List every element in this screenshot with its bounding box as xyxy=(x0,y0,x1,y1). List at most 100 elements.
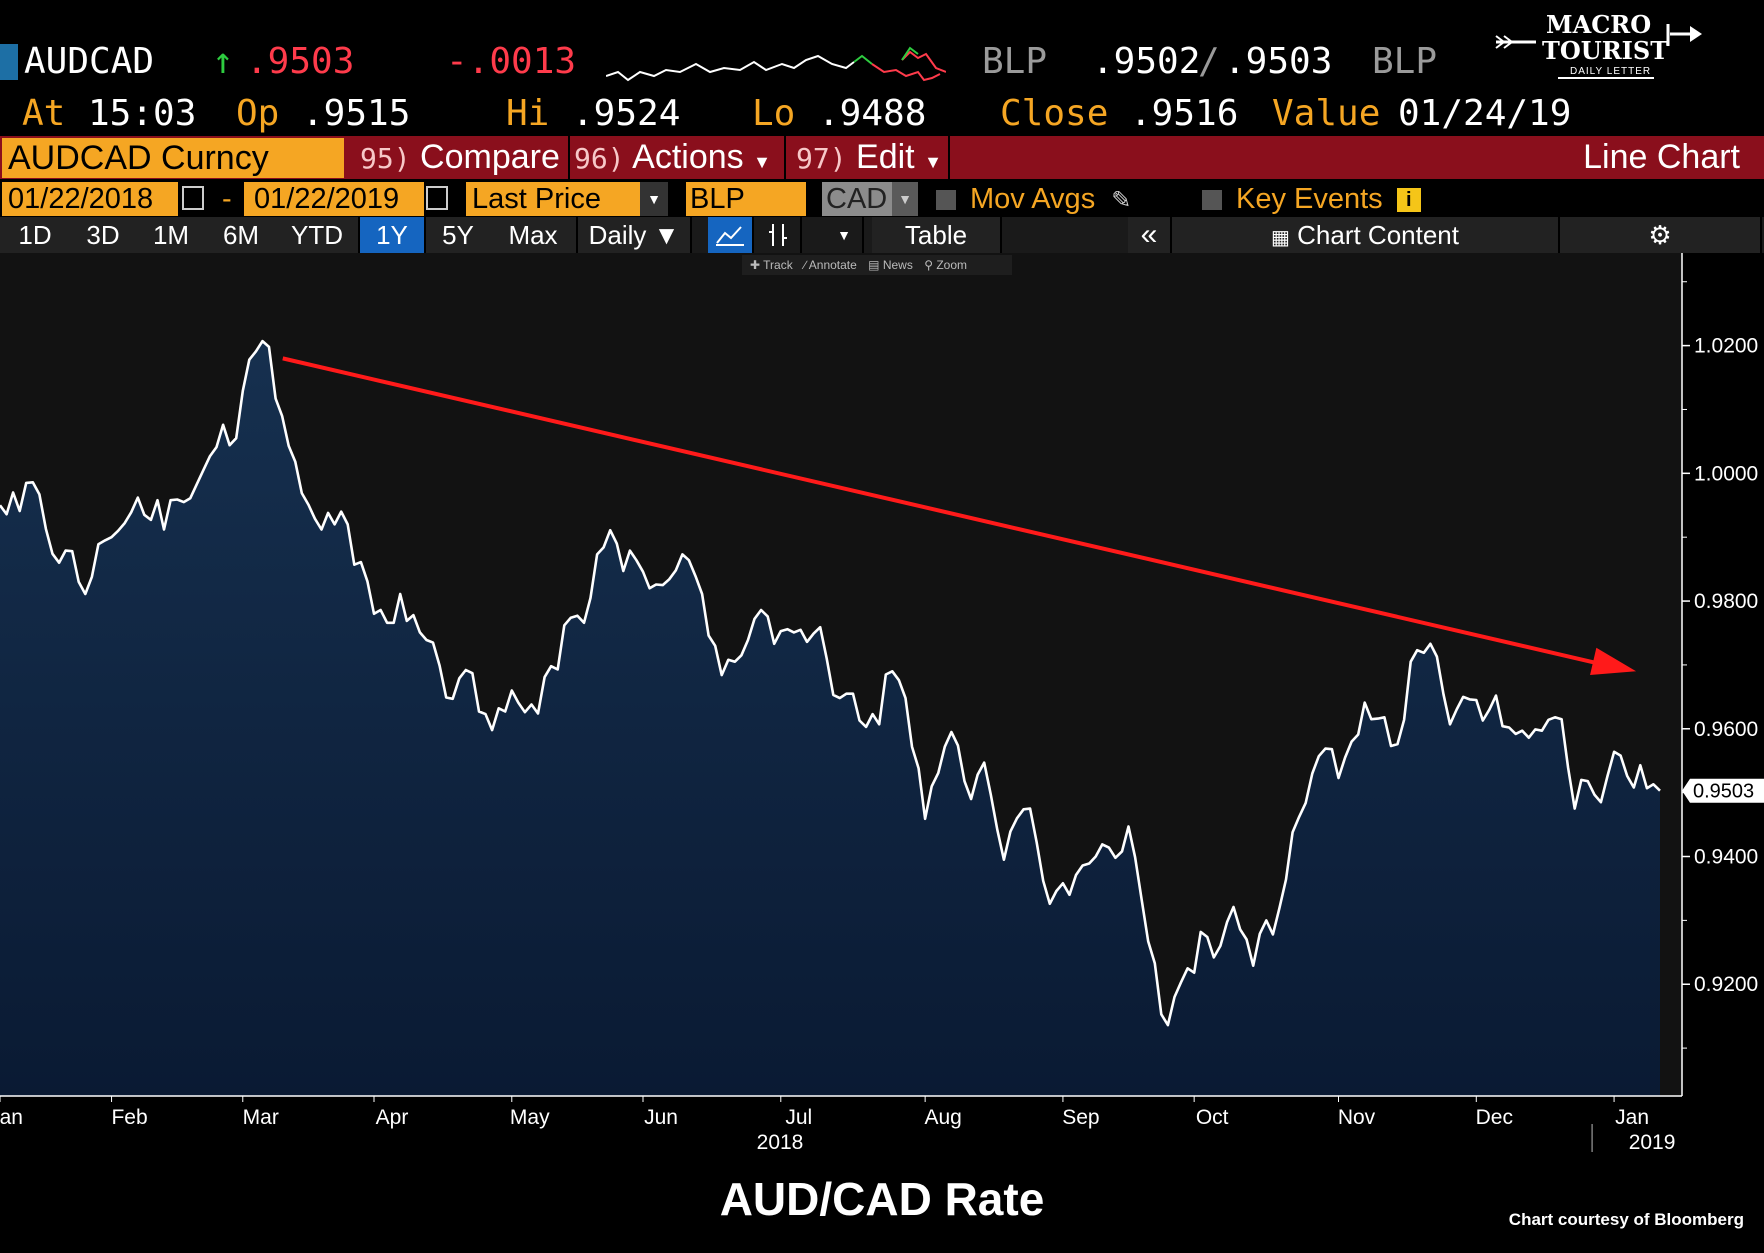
key-events-toggle[interactable]: Key Events i xyxy=(1202,182,1421,216)
chart-style-dropdown-icon[interactable]: ▼ xyxy=(826,217,864,253)
x-month-label: Jun xyxy=(644,1106,678,1129)
pencil-icon[interactable]: ✎ xyxy=(1111,187,1132,214)
actions-label: Actions xyxy=(632,138,744,176)
security-field[interactable]: AUDCAD Curncy xyxy=(2,138,344,178)
news-tool[interactable]: ▤ News xyxy=(868,258,913,272)
x-month-label: Nov xyxy=(1338,1106,1376,1129)
field-selector-text: Last Price xyxy=(472,183,601,215)
mov-avgs-label: Mov Avgs xyxy=(970,183,1096,215)
end-calendar-icon[interactable] xyxy=(426,186,448,210)
frequency-dropdown[interactable]: Daily ▼ xyxy=(578,217,692,253)
logo-line3: DAILY LETTER xyxy=(1570,66,1652,77)
table-button[interactable]: Table xyxy=(872,217,1002,253)
zoom-tool[interactable]: ⚲ Zoom xyxy=(924,258,967,272)
compare-label: Compare xyxy=(420,138,560,176)
currency-field[interactable]: CAD xyxy=(822,182,892,216)
edit-number: 97) xyxy=(796,142,847,175)
chart-caption-title: AUD/CAD Rate xyxy=(719,1173,1045,1225)
track-tool[interactable]: ✚ Track xyxy=(750,258,793,272)
field-dropdown-icon[interactable]: ▼ xyxy=(640,182,668,216)
currency-dropdown-icon[interactable]: ▼ xyxy=(892,182,918,216)
x-month-label: Sep xyxy=(1062,1106,1099,1129)
news-label: News xyxy=(882,258,913,272)
period-1d[interactable]: 1D xyxy=(0,217,72,253)
bid-source: BLP xyxy=(982,41,1048,82)
end-date-text: 01/22/2019 xyxy=(254,183,400,215)
x-month-label: Oct xyxy=(1196,1106,1229,1129)
actions-dropdown-icon: ▼ xyxy=(753,152,771,172)
bar-chart-icon[interactable] xyxy=(756,217,802,253)
lo-label: Lo xyxy=(752,93,796,134)
logo-line2: TOURIST xyxy=(1542,36,1669,65)
ask-source: BLP xyxy=(1372,41,1438,82)
x-year-label: 2019 xyxy=(1629,1131,1676,1154)
start-date-field[interactable]: 01/22/2018 xyxy=(2,182,178,216)
last-value-badge xyxy=(1682,778,1764,803)
mini-toolbar: ✚ Track ∕ Annotate ▤ News ⚲ Zoom xyxy=(742,255,1012,275)
security-field-text: AUDCAD Curncy xyxy=(8,139,269,177)
y-tick-label: 0.9600 xyxy=(1694,718,1758,741)
period-1y[interactable]: 1Y xyxy=(360,217,426,253)
y-tick-label: 1.0000 xyxy=(1694,462,1758,485)
compare-menu[interactable]: 95) Compare xyxy=(350,136,570,179)
period-6m[interactable]: 6M xyxy=(206,217,278,253)
date-range-dash: - xyxy=(222,183,232,215)
x-year-label: 2018 xyxy=(757,1131,804,1154)
currency-field-text: CAD xyxy=(826,183,888,215)
series-line xyxy=(0,339,1661,1027)
field-selector[interactable]: Last Price xyxy=(466,182,640,216)
chart-content-button[interactable]: ▦ Chart Content xyxy=(1172,217,1560,253)
annotate-tool[interactable]: ∕ Annotate xyxy=(804,258,857,272)
chart-content-icon: ▦ xyxy=(1270,227,1290,249)
bid-ask-separator: / xyxy=(1198,41,1220,82)
track-label: Track xyxy=(763,258,793,272)
collapse-icon[interactable]: « xyxy=(1128,217,1172,253)
y-tick-label: 0.9800 xyxy=(1694,590,1758,613)
period-max[interactable]: Max xyxy=(490,217,578,253)
at-time: 15:03 xyxy=(88,93,197,134)
x-month-label: Apr xyxy=(376,1106,409,1129)
actions-menu[interactable]: 96) Actions ▼ xyxy=(562,136,786,179)
start-date-text: 01/22/2018 xyxy=(8,183,154,215)
settings-gear-icon[interactable]: ⚙ xyxy=(1560,217,1762,253)
x-month-label: Mar xyxy=(243,1106,279,1129)
bid-price: .9502 xyxy=(1092,41,1201,82)
key-events-checkbox[interactable] xyxy=(1202,190,1222,211)
edit-dropdown-icon: ▼ xyxy=(924,152,942,172)
edit-label: Edit xyxy=(856,138,915,176)
ticker-marker xyxy=(0,44,18,80)
last-value-label: 0.9503 xyxy=(1693,781,1754,803)
mov-avgs-toggle[interactable]: Mov Avgs ✎ xyxy=(936,182,1131,216)
chart-content-label: Chart Content xyxy=(1297,220,1459,250)
sparkline xyxy=(606,46,946,82)
annotate-label: Annotate xyxy=(808,258,857,272)
mov-avgs-checkbox[interactable] xyxy=(936,190,956,211)
ticker-symbol: AUDCAD xyxy=(24,41,155,82)
line-chart-icon[interactable] xyxy=(708,217,754,253)
period-ytd[interactable]: YTD xyxy=(276,217,360,253)
hi-value: .9524 xyxy=(572,93,681,134)
start-calendar-icon[interactable] xyxy=(182,186,204,210)
source-field[interactable]: BLP xyxy=(686,182,806,216)
macro-tourist-logo: MACRO TOURIST DAILY LETTER xyxy=(1494,10,1704,86)
series-area xyxy=(0,341,1660,1097)
period-5y[interactable]: 5Y xyxy=(426,217,492,253)
value-date: 01/24/19 xyxy=(1398,93,1572,134)
end-date-field[interactable]: 01/22/2019 xyxy=(244,182,424,216)
x-month-label: Dec xyxy=(1476,1106,1513,1129)
key-events-label: Key Events xyxy=(1236,183,1383,215)
x-month-label: Aug xyxy=(924,1106,961,1129)
last-price: .9503 xyxy=(246,41,355,82)
edit-menu[interactable]: 97) Edit ▼ xyxy=(784,136,950,179)
zoom-label: Zoom xyxy=(936,258,967,272)
period-1m[interactable]: 1M xyxy=(136,217,208,253)
period-3d[interactable]: 3D xyxy=(70,217,138,253)
actions-number: 96) xyxy=(574,142,625,175)
open-label: Op xyxy=(236,93,280,134)
y-tick-label: 0.9200 xyxy=(1694,973,1758,996)
close-value: .9516 xyxy=(1130,93,1239,134)
chart-area: 1.0200 1.0000 0.9800 0.9600 0.9400 0.9200 0.95… xyxy=(0,253,1764,1154)
at-label: At xyxy=(22,93,66,134)
info-icon[interactable]: i xyxy=(1396,188,1421,213)
chart-type-label: Line Chart xyxy=(1583,138,1740,176)
